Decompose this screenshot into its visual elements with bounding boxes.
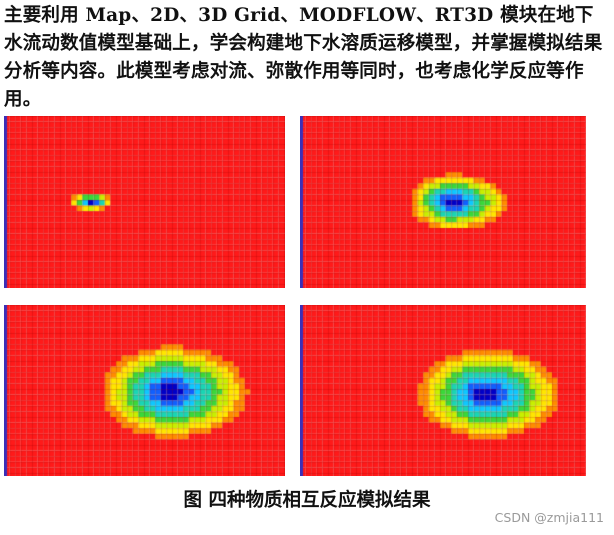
figure-caption: 图 四种物质相互反应模拟结果: [183, 490, 431, 511]
plume-grid-3: [4, 305, 285, 476]
plume-panel-4: [300, 305, 586, 476]
plume-grid-1: [4, 116, 285, 288]
intro-paragraph: 主要利用 Map、2D、3D Grid、MODFLOW、RT3D 模块在地下水流…: [4, 5, 603, 110]
plume-grid-2: [300, 116, 586, 288]
plume-panel-1: [4, 116, 285, 288]
watermark: CSDN @zmjia111: [494, 510, 604, 525]
plume-panel-3: [4, 305, 285, 476]
plume-grid-4: [300, 305, 586, 476]
plume-panel-2: [300, 116, 586, 288]
